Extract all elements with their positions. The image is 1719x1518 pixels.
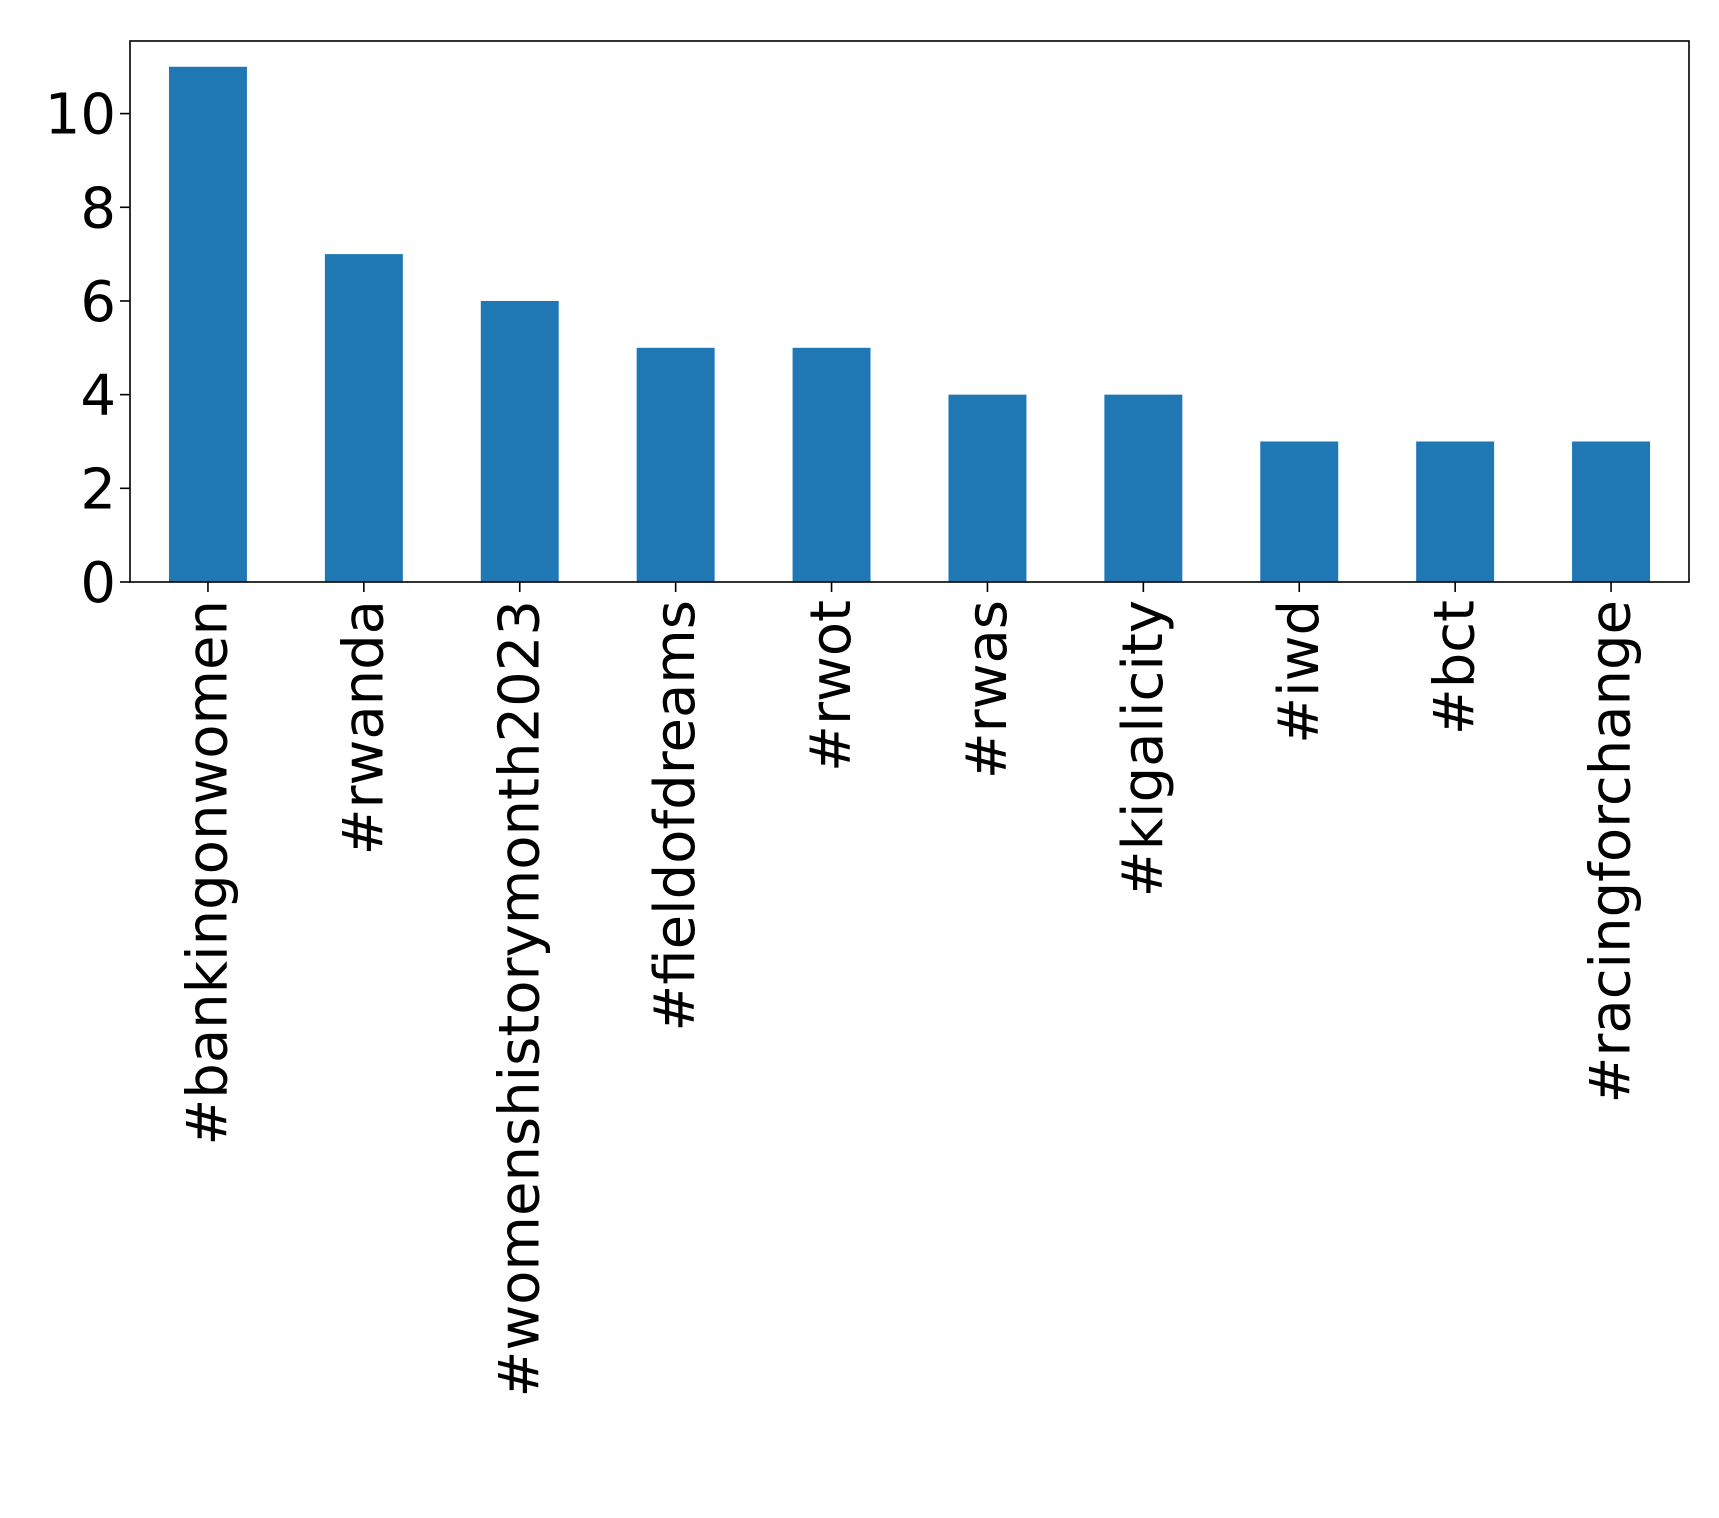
bar-womenshistorymonth2023: [480, 300, 559, 582]
y-tick-label: 2: [80, 457, 116, 522]
x-tick-label: #rwas: [955, 600, 1020, 779]
x-tick-label: #rwot: [799, 600, 864, 772]
y-tick-label: 4: [80, 364, 116, 429]
x-tick-label: #racingforchange: [1579, 600, 1644, 1104]
x-tick-label: #womenshistorymonth2023: [487, 600, 552, 1398]
bar-bct: [1416, 441, 1495, 582]
bar-rwot: [792, 347, 871, 582]
plot-frame: [129, 40, 1690, 583]
y-tick-label: 10: [45, 83, 116, 148]
x-axis: #bankingonwomen #rwanda #womenshistorymont…: [175, 582, 1644, 1398]
bars-group: [168, 66, 1651, 582]
bar-fieldofdreams: [636, 347, 715, 582]
y-tick-label: 6: [80, 270, 116, 335]
bar-racingforchange: [1572, 441, 1651, 582]
bar-rwanda: [324, 254, 403, 582]
y-axis: 0 2 4 6 8 10: [45, 83, 130, 616]
y-tick-label: 0: [80, 551, 116, 616]
x-tick-label: #rwanda: [331, 600, 396, 855]
x-tick-label: #bankingonwomen: [175, 600, 240, 1146]
bar-kigalicity: [1104, 394, 1183, 582]
x-tick-label: #kigalicity: [1111, 600, 1176, 897]
y-tick-label: 8: [80, 176, 116, 241]
x-tick-label: #fieldofdreams: [643, 600, 708, 1032]
bar-iwd: [1260, 441, 1339, 582]
bar-bankingonwomen: [168, 66, 247, 582]
x-tick-label: #iwd: [1267, 600, 1332, 744]
bar-rwas: [948, 394, 1027, 582]
x-tick-label: #bct: [1423, 600, 1488, 735]
